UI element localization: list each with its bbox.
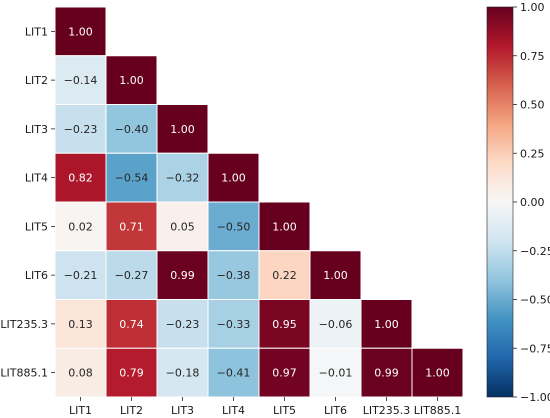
cell-value-label: −0.06 xyxy=(319,318,353,331)
heatmap-cell-LIT6-LIT6 xyxy=(309,250,362,300)
cell-value-label: 0.13 xyxy=(68,318,93,331)
x-tick-label: LIT6 xyxy=(324,404,347,417)
x-tick-label: LIT1 xyxy=(69,404,92,417)
colorbar: 1.00 0.75 0.50 0.25 0.00 −0.25 −0.50 −0.75 −1.00 xyxy=(486,1,550,404)
cell-value-label: 1.00 xyxy=(68,25,93,38)
heatmap-cell-LIT3-LIT3 xyxy=(156,104,209,154)
x-tick-label: LIT885.1 xyxy=(414,404,462,417)
cell-value-label: 0.82 xyxy=(68,172,93,185)
heatmap-cell-LIT1-LIT1 xyxy=(54,6,107,57)
y-axis: LIT1 LIT2 LIT3 LIT4 LIT5 LIT6 LIT235.3 LIT885.1 xyxy=(0,25,55,380)
y-tick-label: LIT5 xyxy=(25,220,48,233)
cell-value-label: 1.00 xyxy=(119,74,144,87)
cell-value-label: 0.97 xyxy=(272,367,297,380)
y-tick-label: LIT885.1 xyxy=(0,367,48,380)
cell-value-label: 0.95 xyxy=(272,318,297,331)
cell-value-label: 0.99 xyxy=(374,367,399,380)
colorbar-tick-label: 0.25 xyxy=(520,147,545,160)
cell-value-label: 0.22 xyxy=(272,269,297,282)
heatmap-cell-LIT4-LIT2 xyxy=(105,152,158,203)
heatmap-cell-LIT6-LIT2 xyxy=(105,250,158,300)
cell-value-label: 1.00 xyxy=(272,220,297,233)
cell-value-label: −0.18 xyxy=(166,367,200,380)
cell-value-label: −0.38 xyxy=(217,269,251,282)
y-tick-label: LIT6 xyxy=(25,269,48,282)
heatmap-cell-LIT885.1-LIT885.1 xyxy=(411,347,464,398)
cell-value-label: −0.21 xyxy=(64,269,98,282)
cell-value-label: 0.05 xyxy=(170,220,195,233)
colorbar-tick-label: −0.50 xyxy=(520,294,550,307)
colorbar-tick-label: 0.00 xyxy=(520,196,545,209)
heatmap-cell-LIT2-LIT1 xyxy=(54,55,107,105)
cell-value-label: −0.23 xyxy=(166,318,200,331)
cell-value-label: 0.71 xyxy=(119,220,144,233)
cell-value-label: 0.02 xyxy=(68,220,93,233)
heatmap-cell-LIT235.3-LIT1 xyxy=(54,299,107,349)
heatmap-cell-LIT4-LIT4 xyxy=(207,152,260,203)
colorbar-tick-label: 1.00 xyxy=(520,1,545,14)
x-tick-label: LIT235.3 xyxy=(363,404,411,417)
cell-value-label: −0.23 xyxy=(64,123,98,136)
heatmap-cell-LIT6-LIT5 xyxy=(258,250,311,300)
y-tick-label: LIT2 xyxy=(25,74,48,87)
cell-value-label: −0.14 xyxy=(64,74,98,87)
heatmap-cells xyxy=(54,6,464,398)
colorbar-gradient xyxy=(486,6,514,398)
heatmap-cell-LIT6-LIT3 xyxy=(156,250,209,300)
heatmap-cell-LIT5-LIT2 xyxy=(105,201,158,252)
x-tick-label: LIT2 xyxy=(120,404,143,417)
y-tick-label: LIT235.3 xyxy=(0,318,48,331)
cell-value-label: 1.00 xyxy=(221,172,246,185)
cell-value-label: −0.54 xyxy=(115,172,149,185)
cell-value-label: −0.01 xyxy=(319,367,353,380)
heatmap-cell-LIT235.3-LIT235.3 xyxy=(360,299,413,349)
heatmap-cell-LIT6-LIT4 xyxy=(207,250,260,300)
y-tick-label: LIT4 xyxy=(25,172,48,185)
cell-value-label: −0.41 xyxy=(217,367,251,380)
cell-value-label: −0.27 xyxy=(115,269,149,282)
colorbar-tick-label: −0.75 xyxy=(520,342,550,355)
cell-value-label: 1.00 xyxy=(170,123,195,136)
y-tick-label: LIT3 xyxy=(25,123,48,136)
colorbar-tick-label: 0.75 xyxy=(520,50,545,63)
cell-value-label: 1.00 xyxy=(374,318,399,331)
cell-value-label: 1.00 xyxy=(323,269,348,282)
x-tick-label: LIT3 xyxy=(171,404,194,417)
heatmap-cell-LIT235.3-LIT6 xyxy=(309,299,362,349)
cell-value-label: −0.50 xyxy=(217,220,251,233)
cell-value-label: 0.08 xyxy=(68,367,93,380)
cell-value-label: −0.40 xyxy=(115,123,149,136)
heatmap-cell-LIT2-LIT2 xyxy=(105,55,158,105)
heatmap-cell-LIT5-LIT4 xyxy=(207,201,260,252)
colorbar-tick-label: 0.50 xyxy=(520,99,545,112)
heatmap-cell-LIT235.3-LIT2 xyxy=(105,299,158,349)
cell-value-label: 1.00 xyxy=(425,367,450,380)
colorbar-tick-label: −0.25 xyxy=(520,245,550,258)
cell-value-label: 0.99 xyxy=(170,269,195,282)
x-axis: LIT1 LIT2 LIT3 LIT4 LIT5 LIT6 LIT235.3 LIT885.1 xyxy=(69,397,461,417)
y-tick-label: LIT1 xyxy=(25,25,48,38)
heatmap-cell-LIT885.1-LIT3 xyxy=(156,347,209,398)
cell-value-label: −0.32 xyxy=(166,172,200,185)
heatmap-cell-LIT885.1-LIT1 xyxy=(54,347,107,398)
heatmap-cell-labels: 1.00 −0.14 1.00 −0.23 −0.40 1.00 0.82 −0.54 −0.3… xyxy=(64,25,450,379)
colorbar-ticks: 1.00 0.75 0.50 0.25 0.00 −0.25 −0.50 −0.75 −1.00 xyxy=(513,1,550,404)
colorbar-tick-label: −1.00 xyxy=(520,391,550,404)
cell-value-label: 0.74 xyxy=(119,318,144,331)
cell-value-label: −0.33 xyxy=(217,318,251,331)
x-tick-label: LIT4 xyxy=(222,404,245,417)
x-tick-label: LIT5 xyxy=(273,404,296,417)
cell-value-label: 0.79 xyxy=(119,367,144,380)
